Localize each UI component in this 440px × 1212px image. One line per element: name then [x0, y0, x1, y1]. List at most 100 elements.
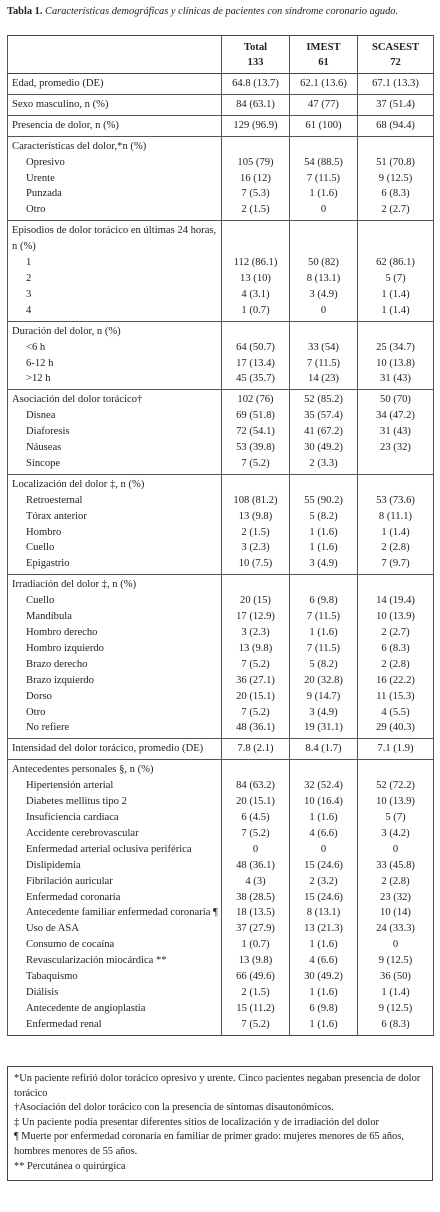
- row: Antecedente familiar enfermedad coronari…: [7, 905, 434, 922]
- cell: 2 (1.5): [221, 524, 290, 541]
- cell: 6 (8.3): [357, 640, 434, 657]
- cell: [357, 574, 434, 594]
- cell: [289, 220, 358, 256]
- cell: 2 (1.5): [221, 984, 290, 1001]
- row: Disnea 69 (51.8) 35 (57.4) 34 (47.2): [7, 408, 434, 425]
- caption: Tabla 1. Características demográficas y …: [7, 6, 437, 17]
- section: Edad, promedio (DE) 64.8 (13.7) 62.1 (13.6…: [7, 73, 434, 95]
- cell: 4 (6.6): [289, 825, 358, 842]
- row-label: Episodios de dolor torácico en últimas 2…: [7, 220, 222, 256]
- cell: 38 (28.5): [221, 889, 290, 906]
- row: Asociación del dolor torácico† 102 (76) 52…: [7, 389, 434, 409]
- row: Presencia de dolor, n (%) 129 (96.9) 61 (1…: [7, 115, 434, 137]
- row-label: Presencia de dolor, n (%): [7, 115, 222, 137]
- cell: 7.8 (2.1): [221, 738, 290, 760]
- row-label: Dorso: [7, 688, 222, 705]
- cell: 10 (16.4): [289, 794, 358, 810]
- cell: [221, 759, 290, 779]
- cell: 13 (21.3): [289, 921, 358, 938]
- row-label: Brazo izquierdo: [7, 672, 222, 689]
- cell: 2 (1.5): [221, 202, 290, 221]
- cell: 4 (3.1): [221, 286, 290, 303]
- row-label: Mandíbula: [7, 609, 222, 625]
- footnote: †Asociación del dolor torácico con la pr…: [14, 1102, 334, 1114]
- cell: [357, 220, 434, 256]
- row: Enfermedad coronaria 38 (28.5) 15 (24.6) 23…: [7, 889, 434, 906]
- cell: 37 (27.9): [221, 921, 290, 938]
- cell: [357, 136, 434, 155]
- row-label: Otro: [7, 704, 222, 721]
- cell: 8 (11.1): [357, 508, 434, 525]
- cell: 68 (94.4): [357, 115, 434, 137]
- cell: 13 (9.8): [221, 640, 290, 657]
- cell: 5 (7): [357, 270, 434, 287]
- cell: 1 (1.6): [289, 186, 358, 203]
- row: Irradiación del dolor ‡, n (%): [7, 574, 434, 594]
- table: Total 133 IMEST 61 SCASEST 72 Edad, promedio …: [7, 35, 434, 1036]
- row-label: Urente: [7, 170, 222, 187]
- cell: 31 (43): [357, 424, 434, 441]
- row-label: Insuficiencia cardiaca: [7, 809, 222, 826]
- row: Opresivo 105 (79) 54 (88.5) 51 (70.8): [7, 154, 434, 171]
- cell: [221, 321, 290, 340]
- footnote: *Un paciente refirió dolor torácico opre…: [14, 1073, 421, 1099]
- row-label: 1: [7, 255, 222, 271]
- cell: 17 (12.9): [221, 609, 290, 625]
- cell: 84 (63.2): [221, 778, 290, 795]
- row: Revascularización miocárdica ** 13 (9.8) 4…: [7, 953, 434, 970]
- cell: 1 (1.4): [357, 984, 434, 1001]
- row: Hombro izquierdo 13 (9.8) 7 (11.5) 6 (8.3): [7, 640, 434, 657]
- cell: 0: [357, 937, 434, 954]
- cell: 2 (2.7): [357, 625, 434, 641]
- column-n: 72: [390, 57, 401, 68]
- row: Brazo derecho 7 (5.2) 5 (8.2) 2 (2.8): [7, 656, 434, 673]
- cell: 7 (11.5): [289, 170, 358, 187]
- row: Accidente cerebrovascular 7 (5.2) 4 (6.6) 3…: [7, 825, 434, 842]
- cell: 6 (9.8): [289, 593, 358, 610]
- cell: 33 (45.8): [357, 857, 434, 874]
- row: Cuello 20 (15) 6 (9.8) 14 (19.4): [7, 593, 434, 610]
- cell: 62.1 (13.6): [289, 73, 358, 95]
- cell: [357, 455, 434, 475]
- row-label: Duración del dolor, n (%): [7, 321, 222, 340]
- cell: 3 (4.2): [357, 825, 434, 842]
- column-n: 61: [318, 57, 329, 68]
- cell: 50 (82): [289, 255, 358, 271]
- row-label: Consumo de cocaína: [7, 937, 222, 954]
- cell: 45 (35.7): [221, 371, 290, 390]
- cell: 47 (77): [289, 94, 358, 116]
- cell: 7 (5.3): [221, 186, 290, 203]
- cell: 53 (39.8): [221, 440, 290, 456]
- row: Cuello 3 (2.3) 1 (1.6) 2 (2.8): [7, 540, 434, 557]
- row: Urente 16 (12) 7 (11.5) 9 (12.5): [7, 170, 434, 187]
- cell: 37 (51.4): [357, 94, 434, 116]
- row: Localización del dolor ‡, n (%): [7, 474, 434, 493]
- cell: 6 (9.8): [289, 1000, 358, 1017]
- row-label: Antecedentes personales §, n (%): [7, 759, 222, 779]
- section: Intensidad del dolor torácico, promedio …: [7, 738, 434, 760]
- cell: 36 (27.1): [221, 672, 290, 689]
- cell: 20 (15.1): [221, 794, 290, 810]
- cell: 32 (52.4): [289, 778, 358, 795]
- row: Duración del dolor, n (%): [7, 321, 434, 340]
- cell: 62 (86.1): [357, 255, 434, 271]
- cell: 15 (11.2): [221, 1000, 290, 1017]
- cell: 4 (5.5): [357, 704, 434, 721]
- row: Epigastrio 10 (7.5) 3 (4.9) 7 (9.7): [7, 556, 434, 575]
- cell: 9 (12.5): [357, 953, 434, 970]
- cell: 108 (81.2): [221, 492, 290, 509]
- row-label: Punzada: [7, 186, 222, 203]
- row-label: Cuello: [7, 593, 222, 610]
- cell: 3 (4.9): [289, 704, 358, 721]
- row: Otro 2 (1.5) 0 2 (2.7): [7, 202, 434, 221]
- cell: 4 (6.6): [289, 953, 358, 970]
- cell: 102 (76): [221, 389, 290, 409]
- cell: 23 (32): [357, 889, 434, 906]
- cell: 7 (9.7): [357, 556, 434, 575]
- row: <6 h 64 (50.7) 33 (54) 25 (34.7): [7, 339, 434, 356]
- cell: 105 (79): [221, 154, 290, 171]
- section: Duración del dolor, n (%) <6 h 64 (50.7) 33…: [7, 321, 434, 390]
- cell: [289, 136, 358, 155]
- row-label: Diabetes mellitus tipo 2: [7, 794, 222, 810]
